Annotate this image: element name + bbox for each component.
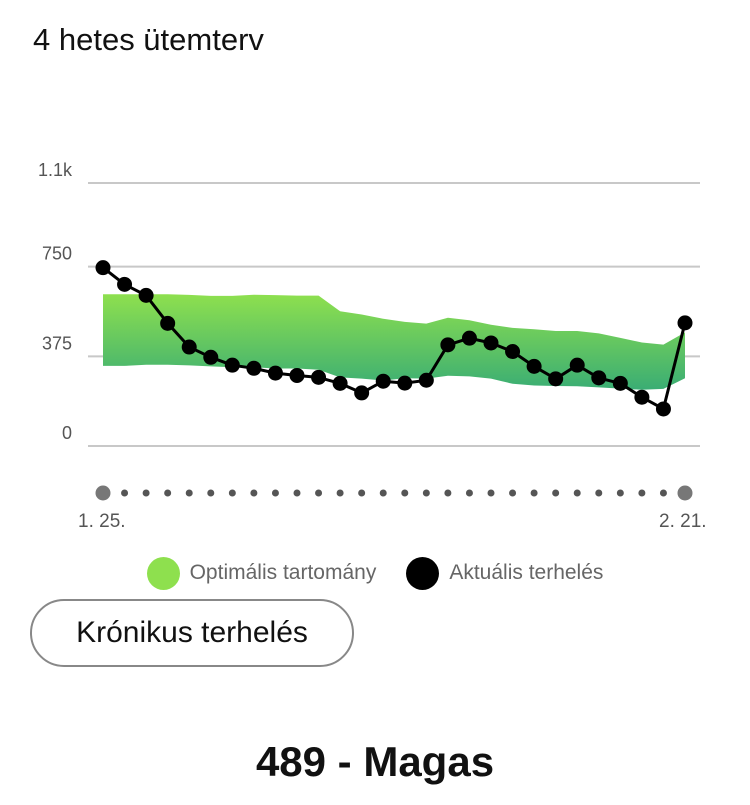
chronic-load-button[interactable]: Krónikus terhelés (30, 599, 354, 667)
timeline-day-dot (444, 489, 452, 497)
actual-load-point (526, 358, 542, 374)
actual-load-point (677, 315, 693, 331)
actual-load-point (461, 330, 477, 346)
timeline-day-dot (164, 489, 172, 497)
actual-load-point (311, 369, 327, 385)
timeline-day-dot (228, 489, 236, 497)
load-summary: 489 - Magas (255, 738, 495, 785)
actual-load-point (246, 360, 262, 376)
actual-load-swatch (406, 556, 440, 590)
legend-item-optimal: Optimális tartomány (146, 556, 377, 590)
timeline-day-dot (659, 489, 667, 497)
timeline-day-dot (293, 489, 301, 497)
actual-load-point (138, 287, 154, 303)
actual-load-point (634, 389, 650, 405)
timeline-day-dot (207, 489, 215, 497)
legend-item-actual: Aktuális terhelés (406, 556, 604, 590)
timeline-day-dot (487, 489, 495, 497)
timeline-day-dot (509, 489, 517, 497)
actual-load-point (655, 401, 671, 417)
timeline-day-dot (530, 489, 538, 497)
timeline-day-dot (422, 489, 430, 497)
actual-load-point (181, 339, 197, 355)
actual-load-point (354, 385, 370, 401)
y-tick-label: 750 (42, 244, 72, 264)
timeline-day-dot (638, 489, 646, 497)
timeline-day-dot (250, 489, 258, 497)
actual-load-point (397, 375, 413, 391)
timeline-day-dot (271, 489, 279, 497)
actual-load-point (332, 375, 348, 391)
timeline-day-dot (185, 489, 193, 497)
timeline-day-dot (315, 489, 323, 497)
actual-load-point (289, 367, 305, 383)
timeline-end-dot (677, 485, 693, 501)
actual-load-point (224, 357, 240, 373)
load-chart: 0 375 750 1.1k 1. 25. 2. 21. (38, 160, 707, 532)
actual-load-point (375, 373, 391, 389)
y-tick-label: 1.1k (38, 160, 73, 180)
legend-actual-label: Aktuális terhelés (449, 561, 604, 584)
actual-load-point (483, 335, 499, 351)
actual-load-point (440, 337, 456, 353)
y-tick-label: 0 (62, 423, 72, 443)
optimal-range-swatch (146, 556, 180, 590)
actual-load-point (505, 344, 521, 360)
chart-legend: Optimális tartomány Aktuális terhelés (0, 552, 750, 594)
actual-load-point (548, 371, 564, 387)
actual-load-point (569, 357, 585, 373)
timeline-day-dot (616, 489, 624, 497)
x-end-label: 2. 21. (659, 511, 707, 532)
timeline-day-dot (401, 489, 409, 497)
actual-load-line (102, 266, 687, 411)
legend-optimal-label: Optimális tartomány (189, 561, 377, 584)
actual-load-point (160, 315, 176, 331)
timeline-day-dot (573, 489, 581, 497)
actual-load-point (591, 370, 607, 386)
timeline-day-dot (595, 489, 603, 497)
timeline-day-dot (121, 489, 129, 497)
y-tick-label: 375 (42, 333, 72, 353)
timeline-day-dot (142, 489, 150, 497)
actual-load-point (203, 349, 219, 365)
timeline-day-dot (336, 489, 344, 497)
actual-load-point (117, 276, 133, 292)
timeline-day-dot (552, 489, 560, 497)
x-start-label: 1. 25. (78, 511, 126, 532)
timeline-day-dot (379, 489, 387, 497)
timeline-day-dot (358, 489, 366, 497)
timeline-day-dot (465, 489, 473, 497)
timeline-end-dot (95, 485, 111, 501)
actual-load-point (95, 260, 111, 276)
chronic-load-button-label: Krónikus terhelés (76, 616, 308, 649)
actual-load-point (418, 372, 434, 388)
actual-load-point (612, 375, 628, 391)
actual-load-point (267, 365, 283, 381)
page-title: 4 hetes ütemterv (33, 22, 264, 57)
